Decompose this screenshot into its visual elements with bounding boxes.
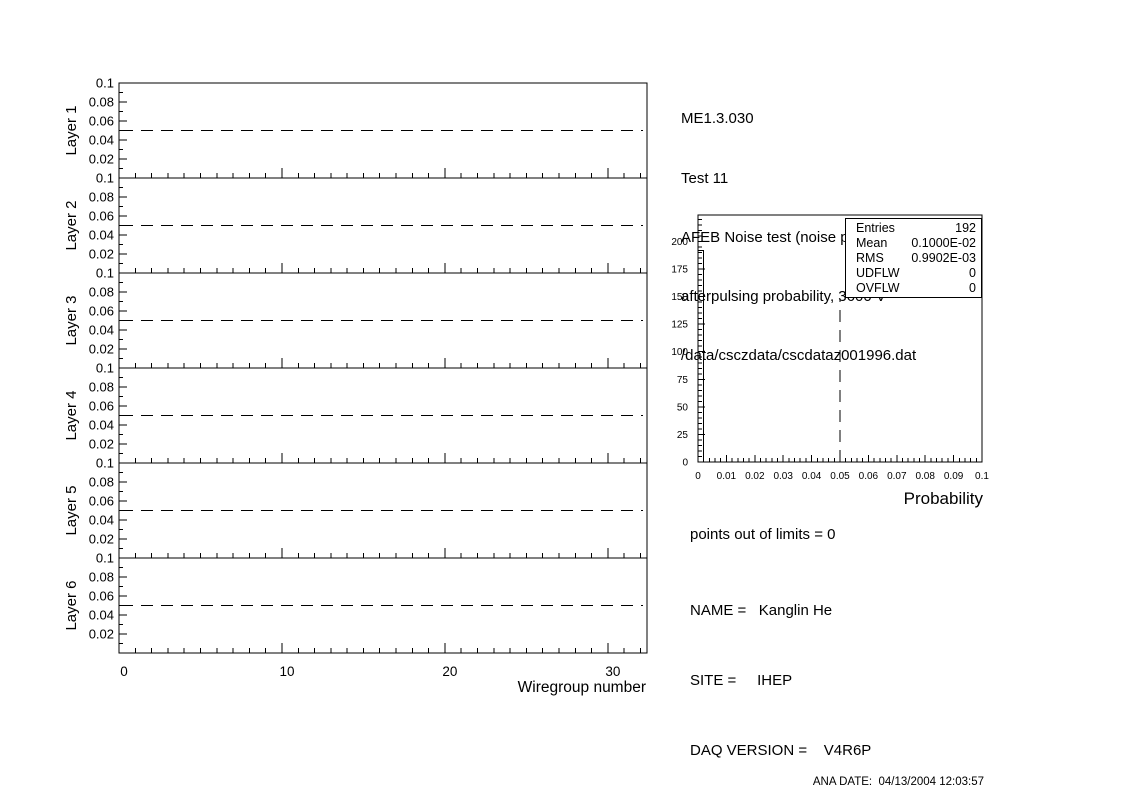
stats-value: 192 [955, 220, 976, 235]
y-tick-label: 0.04 [89, 133, 114, 148]
y-tick-label: 0.02 [89, 437, 114, 452]
y-tick-label: 0.02 [89, 152, 114, 167]
hist-y-tick-label: 50 [677, 402, 689, 413]
hist-x-tick-label: 0.09 [944, 471, 964, 482]
probability-histogram: 0 25 50 75 100 125 150 175 200 0 0.01 0.02 0.03 0.04 0… [671, 214, 989, 508]
hist-y-tick-label: 200 [671, 237, 688, 248]
points-out-of-limits-note: points out of limits = 0 [690, 526, 836, 543]
hist-x-tick-label: 0.04 [802, 471, 822, 482]
histogram-stats-box: Entries 192 Mean 0.1000E-02 RMS 0.9902E-… [845, 218, 982, 298]
y-tick-label: 0.04 [89, 228, 114, 243]
y-tick-label: 0.1 [96, 456, 114, 471]
y-tick-label: 0.06 [89, 114, 114, 129]
panel-layer-2: 0.1 0.08 0.06 0.04 0.02 Layer 2 [63, 171, 647, 274]
stats-row-rms: RMS 0.9902E-03 [856, 250, 976, 265]
hist-x-tick-label: 0.02 [745, 471, 765, 482]
hist-y-tick-label: 125 [671, 320, 688, 331]
hist-x-tick-label: 0.07 [887, 471, 907, 482]
hist-x-tick-label: 0.06 [859, 471, 879, 482]
stats-label: RMS [856, 250, 884, 265]
data-file-path-line: /data/csczdata/cscdataz001996.dat [681, 346, 917, 364]
y-tick-label: 0.04 [89, 608, 114, 623]
y-tick-label: 0.06 [89, 589, 114, 604]
stats-value: 0.9902E-03 [911, 250, 976, 265]
y-tick-label: 0.04 [89, 513, 114, 528]
x-axis-title: Wiregroup number [518, 679, 646, 696]
hist-x-tick-label: 0.03 [773, 471, 793, 482]
layer-axis-title: Layer 4 [63, 390, 80, 440]
hist-y-tick-label: 75 [677, 375, 689, 386]
y-tick-label: 0.06 [89, 209, 114, 224]
y-tick-label: 0.1 [96, 266, 114, 281]
daq-version-line: DAQ VERSION = V4R6P [690, 741, 872, 759]
footer-dates: ANA DATE: 04/13/2004 12:03:57 RUN DATE: … [813, 734, 984, 793]
hist-y-tick-label: 0 [682, 458, 688, 469]
y-tick-label: 0.1 [96, 171, 114, 186]
hist-x-tick-label: 0.05 [830, 471, 850, 482]
hist-y-tick-label: 150 [671, 292, 688, 303]
panel-layer-6: 0.1 0.08 0.06 0.04 0.02 Layer 6 [63, 551, 643, 653]
y-tick-label: 0.06 [89, 399, 114, 414]
hist-x-tick-label: 0 [695, 471, 701, 482]
stats-value: 0 [969, 281, 976, 296]
site-line: SITE = IHEP [690, 672, 793, 690]
stats-label: UDFLW [856, 266, 900, 281]
stats-row-ovflw: OVFLW 0 [856, 281, 976, 296]
hist-x-tick-label: 0.01 [717, 471, 737, 482]
y-tick-label: 0.04 [89, 418, 114, 433]
layer-axis-title: Layer 2 [63, 200, 80, 250]
y-tick-label: 0.08 [89, 285, 114, 300]
panel-layer-4: 0.1 0.08 0.06 0.04 0.02 Layer 4 [63, 361, 647, 464]
hist-x-tick-label: 0.08 [915, 471, 935, 482]
y-tick-label: 0.04 [89, 323, 114, 338]
hist-x-axis-title: Probability [904, 489, 984, 508]
y-tick-label: 0.06 [89, 304, 114, 319]
panel-layer-3: 0.1 0.08 0.06 0.04 0.02 Layer 3 [63, 266, 647, 369]
stats-row-udflw: UDFLW 0 [856, 266, 976, 281]
y-tick-label: 0.1 [96, 76, 114, 91]
stats-label: Entries [856, 220, 895, 235]
y-tick-label: 0.08 [89, 380, 114, 395]
hist-y-tick-label: 25 [677, 430, 689, 441]
layer-axis-title: Layer 6 [63, 580, 80, 630]
operator-name-line: NAME = Kanglin He [690, 602, 833, 620]
y-tick-label: 0.08 [89, 570, 114, 585]
y-tick-label: 0.1 [96, 551, 114, 566]
x-tick-label: 10 [279, 664, 294, 679]
test-number-line: Test 11 [681, 169, 729, 187]
ana-date-line: ANA DATE: 04/13/2004 12:03:57 [812, 776, 984, 788]
y-tick-label: 0.08 [89, 95, 114, 110]
layer-axis-title: Layer 5 [63, 485, 80, 535]
stats-row-entries: Entries 192 [856, 220, 976, 235]
x-tick-label: 20 [442, 664, 457, 679]
stats-value: 0.1000E-02 [911, 235, 976, 250]
y-tick-label: 0.02 [89, 532, 114, 547]
layer-axis-title: Layer 1 [63, 105, 80, 155]
wiregroup-multipanel-plot: 0.1 0.08 0.06 0.04 0.02 Layer 1 0.1 0.08 0.06 0.0… [63, 76, 648, 696]
histogram-bin [697, 249, 705, 463]
y-tick-label: 0.02 [89, 342, 114, 357]
x-tick-label: 0 [120, 664, 128, 679]
hist-y-tick-label: 175 [671, 265, 688, 276]
panel-layer-5: 0.1 0.08 0.06 0.04 0.02 Layer 5 [63, 456, 647, 559]
stats-row-mean: Mean 0.1000E-02 [856, 235, 976, 250]
y-tick-label: 0.06 [89, 494, 114, 509]
chamber-id-line: ME1.3.030 [681, 110, 754, 128]
panel-layer-1: 0.1 0.08 0.06 0.04 0.02 Layer 1 [63, 76, 647, 179]
y-tick-label: 0.08 [89, 190, 114, 205]
y-tick-label: 0.1 [96, 361, 114, 376]
hist-y-tick-label: 100 [671, 347, 688, 358]
analysis-meta-block: NAME = Kanglin He SITE = IHEP DAQ VERSIO… [690, 553, 871, 793]
stats-label: Mean [856, 235, 888, 250]
stats-value: 0 [969, 266, 976, 281]
stats-label: OVFLW [856, 281, 900, 296]
y-tick-label: 0.02 [89, 247, 114, 262]
y-tick-label: 0.08 [89, 475, 114, 490]
layer-axis-title: Layer 3 [63, 295, 80, 345]
y-tick-label: 0.02 [89, 627, 114, 642]
hist-x-tick-label: 0.1 [975, 471, 989, 482]
x-tick-label: 30 [605, 664, 620, 679]
